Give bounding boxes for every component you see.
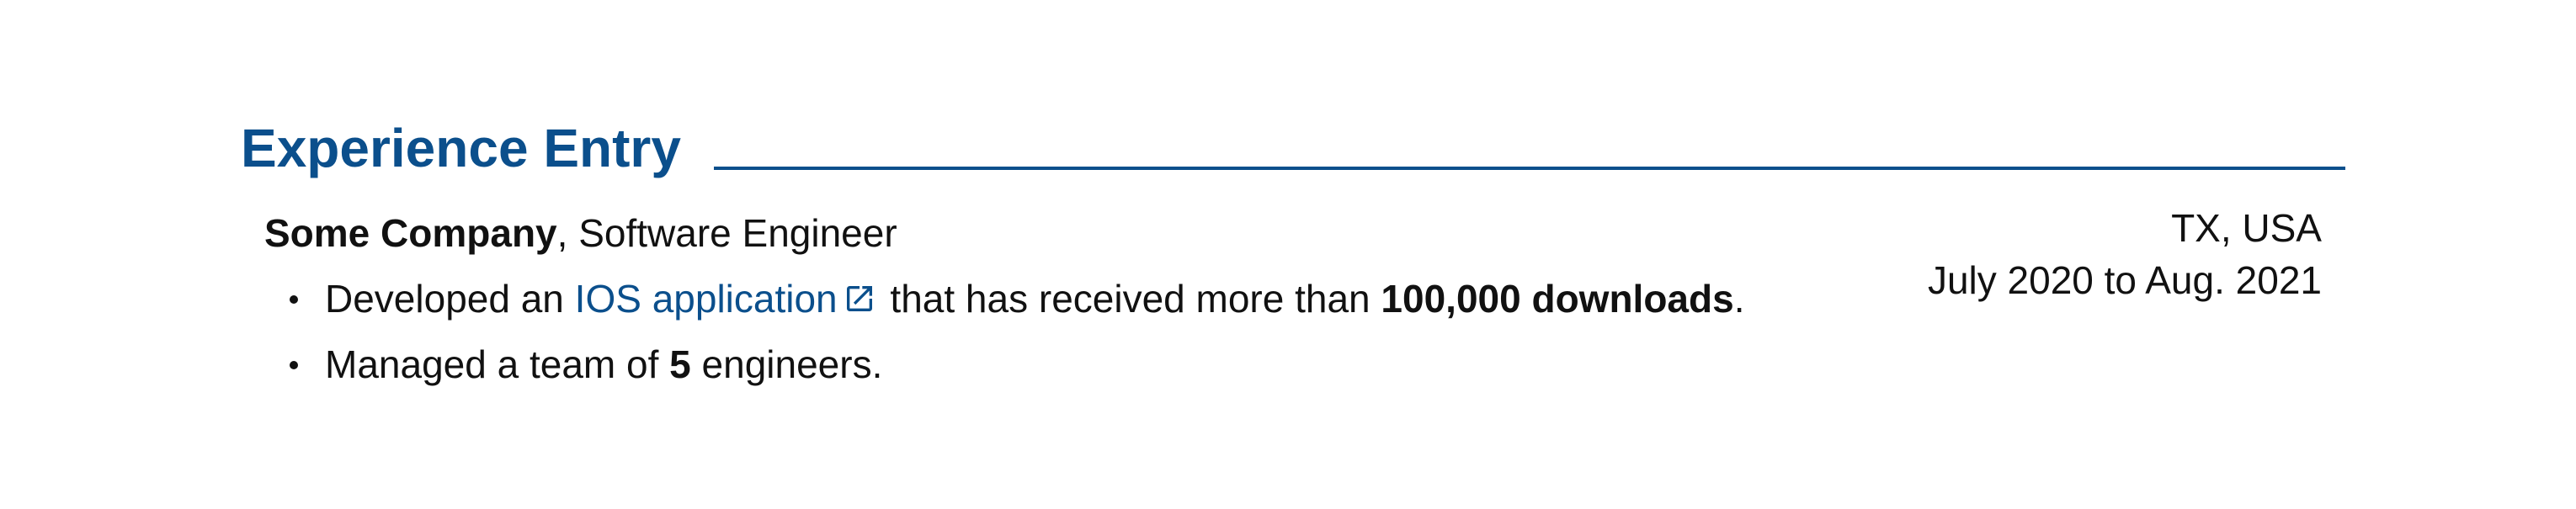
bullet-text-prefix: Developed an [325,277,575,321]
ios-application-link[interactable]: IOS application [575,277,880,321]
team-size: 5 [669,342,691,386]
experience-section: Experience Entry Some Company, Software … [241,0,2345,509]
section-title: Experience Entry [241,118,681,178]
list-item: Managed a team of 5 engineers. [264,333,1864,395]
section-header: Experience Entry [241,109,2345,194]
bullet-dot [290,295,298,304]
bullet-text-suffix: . [1733,277,1745,321]
download-count: 100,000 downloads [1381,277,1734,321]
company-name: Some Company [264,211,557,255]
entry-details: Some Company, Software Engineer Develope… [264,207,1864,395]
bullet-text-suffix: engineers. [690,342,883,386]
entry-meta: TX, USA July 2020 to Aug. 2021 [1928,202,2322,306]
date-range: July 2020 to Aug. 2021 [1927,258,2322,302]
bullet-text-prefix: Managed a team of [325,342,670,386]
experience-entry: Some Company, Software Engineer Develope… [264,206,2345,409]
section-divider [714,167,2345,170]
entry-heading: Some Company, Software Engineer [264,207,1864,259]
location: TX, USA [2171,206,2322,250]
external-link-icon [843,271,876,333]
heading-separator: , [556,211,579,255]
job-title: Software Engineer [578,211,897,255]
link-text: IOS application [574,277,838,321]
list-item: Developed an IOS application that has re… [264,268,1864,333]
bullet-dot [290,361,298,369]
highlights-list: Developed an IOS application that has re… [264,268,1864,395]
bullet-text-middle: that has received more than [879,277,1381,321]
